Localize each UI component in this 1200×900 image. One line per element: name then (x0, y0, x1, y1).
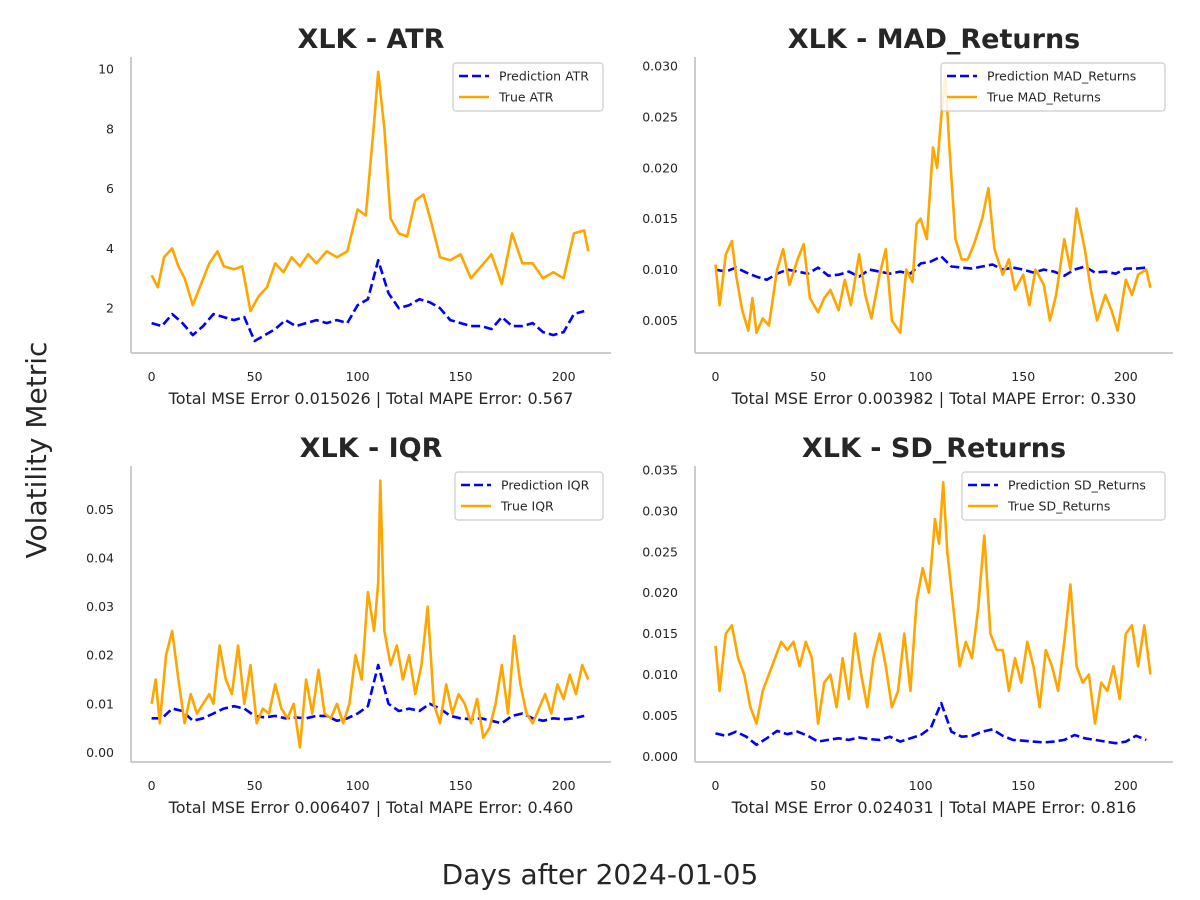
y-tick-label: 10 (98, 61, 114, 76)
x-tick-label: 50 (810, 369, 826, 384)
legend-frame (452, 62, 604, 112)
prediction-series-line (151, 663, 585, 725)
legend-label: True IQR (500, 499, 554, 514)
x-tick-label: 0 (712, 369, 720, 384)
y-tick-label: 4 (106, 241, 114, 256)
legend-frame (940, 62, 1166, 112)
x-tick-label: 200 (552, 778, 576, 793)
x-tick-label: 200 (1114, 369, 1138, 384)
true-series-line (150, 479, 590, 749)
y-tick-label: 6 (106, 181, 114, 196)
y-tick-label: 0.025 (642, 110, 678, 125)
legend-label: True MAD_Returns (986, 90, 1101, 105)
true-series-line (150, 70, 590, 313)
y-tick-label: 0.00 (86, 745, 114, 760)
y-tick-label: 0.025 (642, 544, 678, 559)
legend-label: Prediction SD_Returns (1008, 478, 1146, 493)
y-tick-label: 0.000 (642, 749, 678, 764)
legend-frame (454, 471, 604, 521)
x-tick-label: 150 (1011, 778, 1035, 793)
y-tick-label: 0.030 (642, 59, 678, 74)
legend-label: Prediction MAD_Returns (987, 69, 1136, 84)
subplot-panel: XLK - ATR 0 50 100 150 200 2 4 6 8 10 Total MSE Err… (98, 24, 611, 408)
y-tick-label: 0.04 (86, 551, 114, 566)
x-tick-label: 100 (909, 778, 933, 793)
y-tick-label: 0.005 (642, 708, 678, 723)
y-tick-label: 0.030 (642, 503, 678, 518)
x-tick-label: 200 (552, 369, 576, 384)
y-tick-label: 0.020 (642, 160, 678, 175)
prediction-series-line (715, 255, 1147, 282)
subplot-title: XLK - IQR (300, 433, 443, 464)
subplot-title: XLK - MAD_Returns (788, 24, 1080, 55)
y-tick-label: 2 (106, 301, 114, 316)
x-tick-label: 50 (247, 369, 263, 384)
legend: Prediction IQR True IQR (454, 471, 604, 521)
x-tick-label: 100 (346, 778, 370, 793)
y-tick-label: 0.005 (642, 313, 678, 328)
figure-y-label: Volatility Metric (20, 342, 53, 559)
subplot-x-label: Total MSE Error 0.024031 | Total MAPE Er… (731, 798, 1137, 817)
x-tick-label: 0 (148, 369, 156, 384)
legend: Prediction SD_Returns True SD_Returns (961, 471, 1166, 521)
y-tick-label: 8 (106, 121, 114, 136)
true-series-line (714, 75, 1152, 335)
legend-label: True ATR (498, 90, 554, 105)
y-tick-label: 0.05 (86, 502, 114, 517)
y-tick-label: 0.01 (86, 696, 114, 711)
x-tick-label: 0 (148, 778, 156, 793)
x-tick-label: 100 (909, 369, 933, 384)
prediction-series-line (151, 258, 585, 343)
legend-label: True SD_Returns (1007, 499, 1110, 514)
subplot-title: XLK - ATR (298, 24, 445, 55)
x-tick-label: 50 (810, 778, 826, 793)
x-tick-label: 50 (247, 778, 263, 793)
subplot-grid: XLK - ATR 0 50 100 150 200 2 4 6 8 10 Total MSE Err… (86, 24, 1173, 817)
x-tick-label: 150 (449, 778, 473, 793)
subplot-panel: XLK - MAD_Returns 0 50 100 150 200 0.005 0.010 0… (642, 24, 1173, 408)
y-tick-label: 0.020 (642, 585, 678, 600)
subplot-panel: XLK - SD_Returns 0 50 100 150 200 0.000 0.005 0.… (642, 433, 1173, 817)
prediction-series-line (715, 701, 1147, 747)
legend-label: Prediction ATR (499, 69, 589, 84)
true-series-line (714, 481, 1152, 725)
subplot-x-label: Total MSE Error 0.015026 | Total MAPE Er… (168, 389, 574, 408)
subplot-title: XLK - SD_Returns (802, 433, 1066, 464)
x-tick-label: 0 (712, 778, 720, 793)
y-tick-label: 0.03 (86, 599, 114, 614)
subplot-panel: XLK - IQR 0 50 100 150 200 0.00 0.01 0.02 0.03 0.0… (86, 433, 611, 817)
subplot-x-label: Total MSE Error 0.006407 | Total MAPE Er… (168, 798, 574, 817)
y-tick-label: 0.035 (642, 463, 678, 478)
legend-label: Prediction IQR (501, 478, 590, 493)
subplot-x-label: Total MSE Error 0.003982 | Total MAPE Er… (731, 389, 1137, 408)
x-tick-label: 150 (449, 369, 473, 384)
legend: Prediction MAD_Returns True MAD_Returns (940, 62, 1166, 112)
y-tick-label: 0.02 (86, 648, 114, 663)
y-tick-label: 0.015 (642, 211, 678, 226)
y-tick-label: 0.010 (642, 262, 678, 277)
x-tick-label: 200 (1114, 778, 1138, 793)
legend: Prediction ATR True ATR (452, 62, 604, 112)
legend-frame (961, 471, 1166, 521)
figure-x-label: Days after 2024-01-05 (442, 858, 759, 891)
y-tick-label: 0.015 (642, 626, 678, 641)
x-tick-label: 150 (1011, 369, 1035, 384)
y-tick-label: 0.010 (642, 667, 678, 682)
x-tick-label: 100 (346, 369, 370, 384)
